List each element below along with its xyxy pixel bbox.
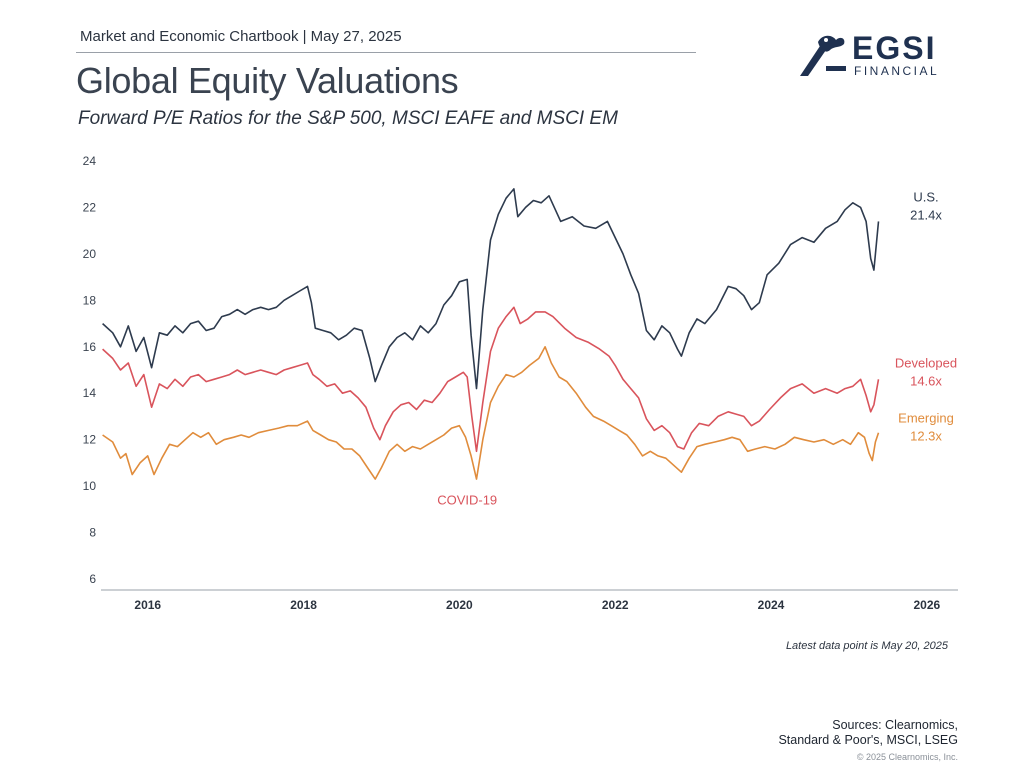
y-tick-label: 24 [83, 154, 97, 168]
logo-name: EGSI [852, 30, 937, 66]
series-value-label: 14.6x [910, 373, 942, 388]
series-name-label: Developed [895, 355, 957, 370]
sources-line-1: Sources: Clearnomics, [832, 718, 958, 732]
x-tick-label: 2022 [602, 598, 629, 612]
x-tick-label: 2016 [134, 598, 161, 612]
series-name-label: U.S. [913, 189, 938, 204]
copyright: © 2025 Clearnomics, Inc. [856, 752, 958, 762]
covid-annotation: COVID-19 [437, 493, 497, 508]
y-tick-label: 12 [83, 433, 97, 447]
y-tick-label: 6 [89, 572, 96, 586]
logo-mark-icon [800, 35, 846, 76]
y-tick-label: 14 [83, 386, 97, 400]
x-axis: 2016 2018 2020 2022 2024 2026 [101, 589, 958, 612]
series-line-developed [102, 306, 880, 453]
series-value-label: 12.3x [910, 429, 942, 444]
latest-data-note: Latest data point is May 20, 2025 [785, 640, 948, 652]
egsi-logo: EGSI FINANCIAL [796, 30, 956, 80]
kicker-divider [76, 52, 696, 53]
y-tick-label: 16 [83, 340, 97, 354]
series-value-label: 21.4x [910, 207, 942, 222]
series-labels: U.S. 21.4x Developed 14.6x Emerging 12.3x COVI… [437, 189, 957, 507]
y-tick-label: 20 [83, 247, 97, 261]
series-line-u-s [102, 188, 880, 390]
y-axis: 6 8 10 12 14 16 18 20 22 24 [83, 154, 97, 586]
y-tick-label: 10 [83, 479, 97, 493]
y-tick-label: 22 [83, 200, 97, 214]
page-subtitle: Forward P/E Ratios for the S&P 500, MSCI… [78, 108, 618, 129]
sources: Sources: Clearnomics, Standard & Poor's,… [778, 718, 958, 748]
chartbook-kicker: Market and Economic Chartbook | May 27, … [80, 28, 402, 45]
x-tick-label: 2024 [758, 598, 785, 612]
x-tick-label: 2026 [913, 598, 940, 612]
page-title: Global Equity Valuations [76, 60, 459, 101]
logo-subtitle: FINANCIAL [854, 64, 940, 78]
sources-line-2: Standard & Poor's, MSCI, LSEG [778, 733, 958, 747]
series-lines [102, 188, 880, 480]
y-tick-label: 8 [89, 526, 96, 540]
y-tick-label: 18 [83, 293, 97, 307]
x-tick-label: 2018 [290, 598, 317, 612]
series-line-emerging [102, 346, 880, 480]
x-tick-label: 2020 [446, 598, 473, 612]
series-name-label: Emerging [898, 411, 954, 426]
